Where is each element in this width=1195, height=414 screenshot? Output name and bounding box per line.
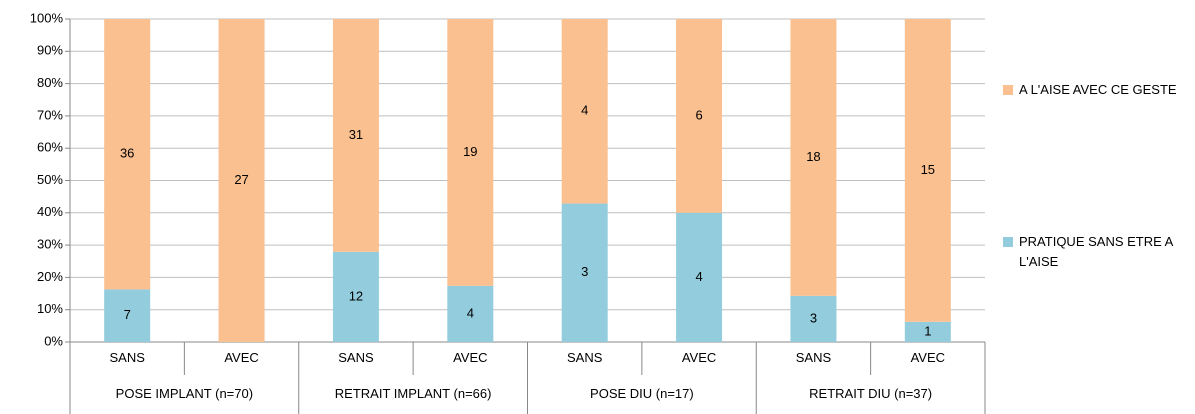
- data-label: 7: [124, 307, 131, 322]
- bar-segment: [790, 295, 837, 342]
- y-tick-label: 100%: [30, 10, 64, 25]
- bar-segment: [447, 285, 494, 342]
- y-tick-label: 10%: [37, 301, 63, 316]
- y-tick-label: 60%: [37, 140, 63, 155]
- data-label: 3: [581, 264, 588, 279]
- bar-segment: [447, 19, 494, 286]
- data-label: 6: [695, 107, 702, 122]
- bar-segment: [676, 19, 723, 213]
- data-label: 1: [924, 323, 931, 338]
- x-tick-label: AVEC: [224, 350, 258, 365]
- bar-segment: [904, 321, 951, 342]
- x-group-label: POSE IMPLANT (n=70): [116, 386, 253, 401]
- legend-label: A L'AISE AVEC CE GESTE: [1019, 82, 1177, 97]
- y-tick-label: 30%: [37, 237, 63, 252]
- x-tick-label: SANS: [338, 350, 374, 365]
- bar-segment: [104, 289, 151, 342]
- data-label: 31: [349, 127, 363, 142]
- y-tick-label: 70%: [37, 107, 63, 122]
- x-tick-label: AVEC: [911, 350, 945, 365]
- x-tick-label: AVEC: [682, 350, 716, 365]
- x-tick-label: SANS: [567, 350, 603, 365]
- bar-segment: [904, 19, 951, 322]
- data-label: 4: [581, 103, 588, 118]
- bar-segment: [676, 212, 723, 342]
- data-label: 15: [921, 162, 935, 177]
- data-label: 36: [120, 146, 134, 161]
- data-label: 27: [234, 172, 248, 187]
- bar-segment: [332, 19, 379, 252]
- legend-label: PRATIQUE SANS ETRE A L'AISE: [1019, 234, 1173, 269]
- data-label: 12: [349, 288, 363, 303]
- data-label: 18: [806, 149, 820, 164]
- x-tick-label: SANS: [796, 350, 832, 365]
- bar-segment: [561, 203, 608, 342]
- y-tick-label: 40%: [37, 204, 63, 219]
- legend-entry: A L'AISE AVEC CE GESTE: [1003, 80, 1195, 100]
- legend-entry: PRATIQUE SANS ETRE A L'AISE: [1003, 232, 1195, 272]
- x-group-label: POSE DIU (n=17): [590, 386, 694, 401]
- y-tick-label: 20%: [37, 269, 63, 284]
- bar-segment: [104, 19, 151, 290]
- x-tick-label: SANS: [109, 350, 145, 365]
- data-label: 4: [467, 305, 474, 320]
- y-tick-label: 0%: [44, 333, 63, 348]
- y-tick-label: 80%: [37, 75, 63, 90]
- bar-segment: [561, 19, 608, 204]
- y-tick-label: 50%: [37, 172, 63, 187]
- legend-swatch: [1003, 85, 1013, 95]
- x-group-label: RETRAIT IMPLANT (n=66): [335, 386, 492, 401]
- x-group-label: RETRAIT DIU (n=37): [809, 386, 932, 401]
- data-label: 4: [695, 269, 702, 284]
- bar-segment: [790, 19, 837, 296]
- data-label: 3: [810, 310, 817, 325]
- y-tick-label: 90%: [37, 43, 63, 58]
- x-tick-label: AVEC: [453, 350, 487, 365]
- bar-segment: [218, 19, 265, 342]
- data-label: 19: [463, 144, 477, 159]
- bar-segment: [332, 251, 379, 342]
- legend-swatch: [1003, 237, 1013, 247]
